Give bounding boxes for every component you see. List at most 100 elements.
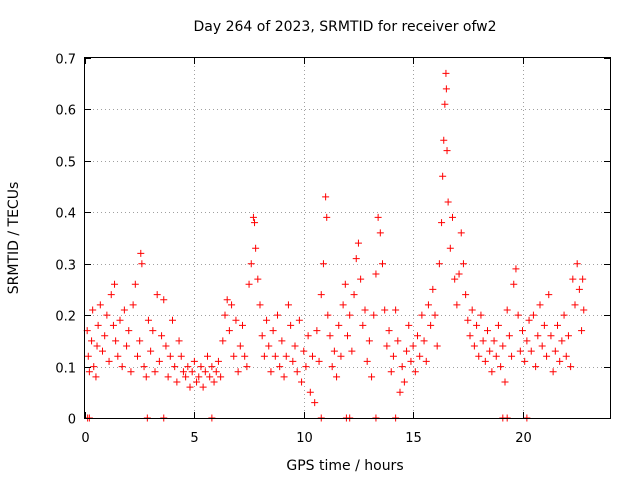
data-point [137, 249, 145, 257]
data-point [85, 368, 93, 376]
data-point [276, 363, 284, 371]
y-tick-label: 0.5 [55, 156, 76, 171]
y-tick-label: 0 [68, 413, 76, 428]
data-point [481, 357, 489, 365]
data-point [269, 327, 277, 335]
data-point [486, 347, 494, 355]
data-point [319, 260, 327, 268]
data-point [131, 280, 139, 288]
x-tick-label: 10 [296, 431, 313, 446]
data-point [429, 285, 437, 293]
data-point [188, 368, 196, 376]
data-point [140, 363, 148, 371]
data-point [361, 306, 369, 314]
data-point [252, 244, 260, 252]
data-point [383, 342, 391, 350]
data-point [365, 337, 373, 345]
data-point [359, 321, 367, 329]
data-point [556, 357, 564, 365]
data-point [510, 280, 518, 288]
data-point [433, 342, 441, 350]
data-point [562, 352, 570, 360]
data-point [348, 347, 356, 355]
data-point [155, 357, 163, 365]
data-point [580, 306, 588, 314]
data-point [475, 352, 483, 360]
data-point [212, 368, 220, 376]
data-point [94, 321, 102, 329]
data-point [284, 301, 292, 309]
data-point [407, 357, 415, 365]
data-point [230, 352, 238, 360]
data-point [488, 368, 496, 376]
data-point [278, 337, 286, 345]
data-point [271, 352, 279, 360]
data-point [459, 260, 467, 268]
data-point [427, 321, 435, 329]
y-tick-label: 0.2 [55, 310, 76, 325]
data-point [228, 301, 236, 309]
data-point [298, 378, 306, 386]
data-point [529, 311, 537, 319]
y-axis-tick-labels: 0 0.1 0.2 0.3 0.4 0.5 0.6 0.7 [55, 53, 76, 428]
data-point [114, 352, 122, 360]
data-point [462, 291, 470, 299]
data-point [315, 357, 323, 365]
data-point [300, 347, 308, 355]
data-point [451, 275, 459, 283]
data-point [142, 373, 150, 381]
data-point [186, 383, 194, 391]
data-point [350, 291, 358, 299]
data-point [175, 337, 183, 345]
data-point [381, 306, 389, 314]
data-point [499, 342, 507, 350]
data-point [418, 311, 426, 319]
data-point [519, 327, 526, 335]
data-point [166, 352, 174, 360]
data-point [164, 373, 172, 381]
data-point [103, 311, 111, 319]
data-point [554, 321, 561, 329]
data-point [256, 301, 264, 309]
data-point [422, 357, 430, 365]
data-point [494, 321, 502, 329]
data-point [394, 337, 402, 345]
y-tick-label: 0.1 [55, 362, 76, 377]
data-point [190, 357, 198, 365]
x-tick-label: 20 [515, 431, 532, 446]
x-tick-label: 15 [405, 431, 422, 446]
data-point [177, 352, 185, 360]
data-point [477, 311, 485, 319]
data-point [439, 172, 447, 180]
data-point [409, 342, 417, 350]
data-point [527, 347, 535, 355]
data-point [291, 342, 299, 350]
data-point [534, 332, 542, 340]
data-point [210, 378, 218, 386]
data-point [309, 352, 316, 360]
data-point [547, 332, 555, 340]
data-point [289, 357, 297, 365]
data-point [105, 357, 113, 365]
data-point [339, 301, 347, 309]
data-point [551, 347, 559, 355]
data-point [392, 306, 400, 314]
data-point [503, 306, 511, 314]
data-point [341, 280, 349, 288]
data-point [111, 280, 119, 288]
data-point [195, 373, 203, 381]
data-point [455, 270, 463, 278]
data-point [179, 368, 187, 376]
data-point [374, 213, 382, 221]
data-point [214, 357, 222, 365]
data-point [333, 373, 341, 381]
data-point [441, 100, 449, 108]
data-point [492, 352, 500, 360]
data-point [357, 275, 365, 283]
data-point [564, 332, 572, 340]
data-point [464, 316, 472, 324]
data-point [508, 352, 516, 360]
data-point [326, 332, 334, 340]
data-point [313, 327, 321, 335]
